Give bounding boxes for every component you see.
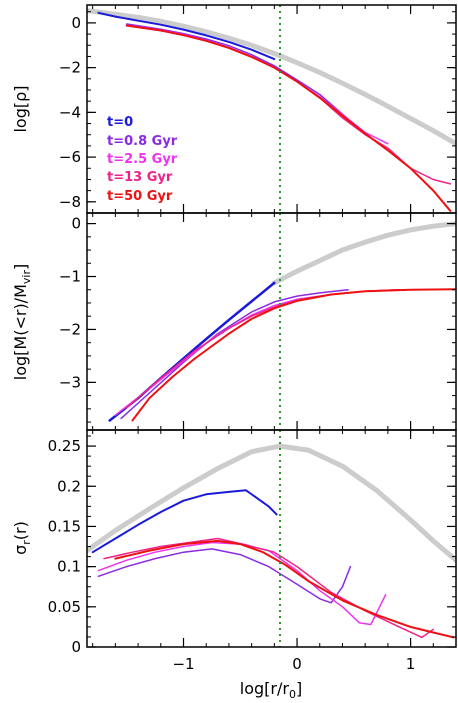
y-tick-label: 0 <box>71 215 81 233</box>
series-line-reference <box>87 8 456 147</box>
legend-label-t25: t=2.5 Gyr <box>107 152 178 167</box>
x-tick-label: −1 <box>172 655 194 673</box>
legend-label-t08: t=0.8 Gyr <box>107 134 178 149</box>
series-line-2 <box>125 23 349 120</box>
y-tick-label: −6 <box>59 148 81 166</box>
series-line-reference <box>271 221 456 286</box>
y-tick-label: −3 <box>59 373 81 391</box>
y-tick-label: 0.15 <box>48 517 81 535</box>
series-line-5 <box>125 24 452 212</box>
panel-mass-frame <box>86 212 457 431</box>
dispersion-ylabel: σr(r) <box>11 521 33 555</box>
series-line-5 <box>131 288 456 422</box>
series-line-1 <box>91 489 278 554</box>
y-tick-label: 0.25 <box>48 437 81 455</box>
x-tick-label: 1 <box>406 655 416 673</box>
y-tick-label: −1 <box>59 268 81 286</box>
panel-dispersion-frame <box>86 429 457 648</box>
x-tick-label: 0 <box>292 655 302 673</box>
mass-ylabel: log[M(<r)/Mvir] <box>11 264 33 380</box>
y-tick-label: 0.1 <box>57 558 81 576</box>
y-tick-label: −2 <box>59 320 81 338</box>
y-tick-label: −2 <box>59 59 81 77</box>
legend: t=0 t=0.8 Gyr t=2.5 Gyr t=13 Gyr t=50 Gy… <box>107 115 178 204</box>
y-tick-label: 0 <box>71 638 81 656</box>
y-tick-label: −8 <box>59 193 81 211</box>
y-tick-label: 0 <box>71 14 81 32</box>
density-ylabel: log[ρ] <box>11 85 30 132</box>
panel-dispersion: 0 0.05 0.1 0.15 0.2 0.25 −1 0 1 σr(r) log[r/r0] <box>11 429 457 701</box>
legend-label-t50: t=50 Gyr <box>107 189 173 204</box>
series-line-1 <box>97 11 276 61</box>
series-line-2 <box>120 288 349 420</box>
series-line-4 <box>103 537 435 639</box>
legend-label-t13: t=13 Gyr <box>107 170 173 185</box>
y-tick-label: 0.05 <box>48 598 81 616</box>
x-axis-label: log[r/r0] <box>240 679 302 701</box>
series-line-5 <box>114 539 455 639</box>
panel-density: 0 −2 −4 −6 −8 log[ρ] t=0 t=0.8 Gyr t=2.5 Gyr… <box>11 4 457 214</box>
series-line-3 <box>114 288 400 416</box>
series-line-reference <box>87 443 456 563</box>
panel-mass: 0 −1 −2 −3 log[M(<r)/Mvir] <box>11 212 457 431</box>
y-tick-label: 0.2 <box>57 477 81 495</box>
legend-label-t0: t=0 <box>107 115 133 130</box>
y-tick-label: −4 <box>59 103 81 121</box>
